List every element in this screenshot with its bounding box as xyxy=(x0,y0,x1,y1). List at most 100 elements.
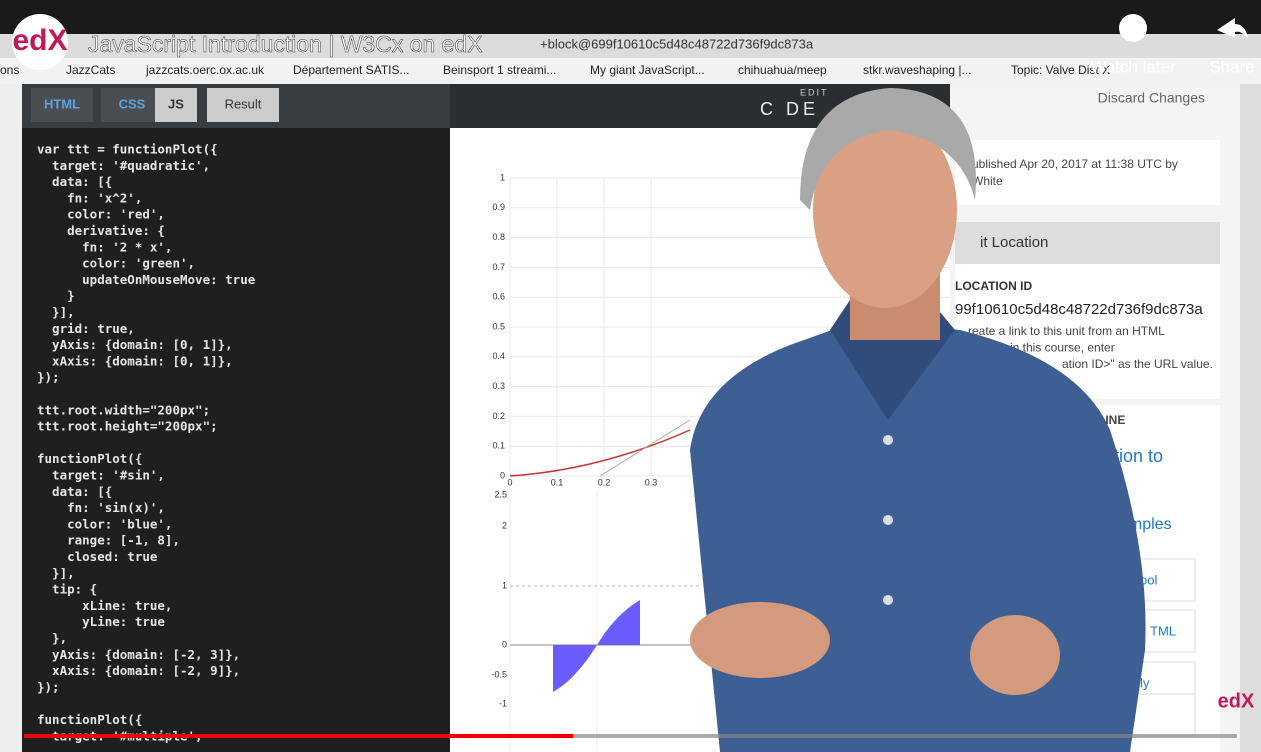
progress-track xyxy=(24,734,1237,738)
publish-box xyxy=(955,140,1220,205)
hair xyxy=(800,88,976,210)
bookmark[interactable]: Topic: Valve Dist X xyxy=(1011,63,1110,77)
code-line: xAxis: {domain: [-2, 9]}, xyxy=(37,663,240,678)
location-id: 99f10610c5d48c48722d736f9dc873a xyxy=(955,301,1203,318)
address-bar xyxy=(0,34,1261,58)
code-line: ttt.root.width="200px"; xyxy=(37,402,210,417)
share-icon[interactable] xyxy=(1217,18,1248,38)
url: +block@699f10610c5d48c48722d736f9dc873a xyxy=(540,36,814,51)
code-line: xLine: true, xyxy=(37,598,172,613)
y-tick-label: 1 xyxy=(500,172,505,182)
x-tick-label: 0 xyxy=(507,477,512,487)
code-line: data: [{ xyxy=(37,484,112,499)
bookmark[interactable]: ons xyxy=(0,63,19,77)
hand xyxy=(690,602,830,678)
button xyxy=(883,595,893,605)
curve-derivative xyxy=(599,419,691,477)
watch-later[interactable]: Watch later xyxy=(1090,57,1176,76)
bookmark[interactable]: JazzCats xyxy=(66,63,115,77)
discard-changes[interactable]: Discard Changes xyxy=(1098,90,1205,106)
code-line: derivative: { xyxy=(37,223,165,238)
y-tick-label: 0 xyxy=(502,639,507,649)
author: White xyxy=(972,174,1003,188)
section-title: it Location xyxy=(980,234,1048,251)
code-line: functionPlot({ xyxy=(37,451,142,466)
watermark: edX xyxy=(1218,690,1255,712)
code-line: target: '#sin', xyxy=(37,468,165,483)
outline-item-label[interactable]: ool xyxy=(1140,572,1157,587)
x-tick-label: 0.1 xyxy=(551,477,564,487)
bookmarks-bar xyxy=(0,58,1261,84)
face xyxy=(813,112,957,308)
brand-top: EDIT xyxy=(800,87,829,97)
bookmark[interactable]: Beinsport 1 streami... xyxy=(443,63,556,77)
y-tick-label: 2 xyxy=(502,520,507,530)
sin-area xyxy=(553,645,597,692)
y-tick-label: 0.3 xyxy=(492,381,505,391)
y-tick-label: -0.5 xyxy=(491,669,507,679)
hand xyxy=(970,615,1060,695)
code-line: }], xyxy=(37,565,75,580)
code-line: functionPlot({ xyxy=(37,712,142,727)
tab-label[interactable]: HTML xyxy=(44,96,80,111)
tab[interactable] xyxy=(31,88,93,122)
tab[interactable] xyxy=(101,88,163,122)
code-line: yLine: true xyxy=(37,614,165,629)
edx-logo[interactable]: edX xyxy=(12,24,67,57)
help-text: in this course, enter xyxy=(1010,341,1115,355)
player-overlay: JavaScript Introduction | W3Cx on edX edX… xyxy=(12,14,1255,738)
tab[interactable] xyxy=(155,88,197,122)
code-line: yAxis: {domain: [-2, 3]}, xyxy=(37,647,240,662)
bookmark[interactable]: jazzcats.oerc.ox.ac.uk xyxy=(145,63,265,77)
code-line: }); xyxy=(37,679,60,694)
code-line: updateOnMouseMove: true xyxy=(37,272,256,287)
code-line: fn: 'x^2', xyxy=(37,190,142,205)
y-tick-label: 0.7 xyxy=(492,262,505,272)
share[interactable]: Share xyxy=(1209,57,1254,76)
code-line: xAxis: {domain: [0, 1]}, xyxy=(37,353,233,368)
code-line: var ttt = functionPlot({ xyxy=(37,142,218,157)
y-tick-label: 0.2 xyxy=(492,411,505,421)
y-tick-label: 0.9 xyxy=(492,202,505,212)
code-line: color: 'green', xyxy=(37,256,195,271)
brand: C DE xyxy=(760,99,819,119)
code-line: color: 'red', xyxy=(37,207,165,222)
curve-x2 xyxy=(509,429,691,477)
sin-area xyxy=(597,600,640,645)
y-tick-label: 1 xyxy=(502,580,507,590)
button xyxy=(883,435,893,445)
y-tick-label: 0.6 xyxy=(492,292,505,302)
bookmark[interactable]: chihuahua/meep xyxy=(738,63,827,77)
code-line: color: 'blue', xyxy=(37,516,172,531)
tab-label[interactable]: JS xyxy=(168,96,184,111)
y-tick-label: 0 xyxy=(500,470,505,480)
watch-later-icon[interactable] xyxy=(1119,14,1147,42)
scrollbar xyxy=(1240,84,1261,752)
code-panel xyxy=(22,84,450,752)
help-text: ation ID>" as the URL value. xyxy=(1062,357,1213,371)
y-tick-label: 0.5 xyxy=(492,321,505,331)
bookmark[interactable]: stkr.waveshaping |... xyxy=(863,63,972,77)
progress-played[interactable] xyxy=(24,734,573,738)
code-line: tip: { xyxy=(37,582,97,597)
section-header xyxy=(955,222,1220,264)
outline-item-label[interactable]: TML xyxy=(1150,623,1176,638)
code-line: ttt.root.height="200px"; xyxy=(37,419,218,434)
top-bar xyxy=(0,0,1261,36)
code-line: fn: 'sin(x)', xyxy=(37,500,165,515)
result-button[interactable] xyxy=(207,88,279,122)
code-line: yAxis: {domain: [0, 1]}, xyxy=(37,337,233,352)
bookmark[interactable]: My giant JavaScript... xyxy=(590,63,705,77)
code-line: target: '#quadratic', xyxy=(37,158,210,173)
y-tick-label: 0.8 xyxy=(492,232,505,242)
outline-item-label[interactable]: ly xyxy=(1140,675,1150,690)
code-line: fn: '2 * x', xyxy=(37,239,172,254)
result-label[interactable]: Result xyxy=(225,96,262,111)
bookmark[interactable]: Département SATIS... xyxy=(293,63,410,77)
tab-label[interactable]: CSS xyxy=(119,96,146,111)
x-tick-label: 0.3 xyxy=(645,477,658,487)
logo-circle xyxy=(12,14,68,70)
y-tick-label: 2.5 xyxy=(494,489,507,499)
